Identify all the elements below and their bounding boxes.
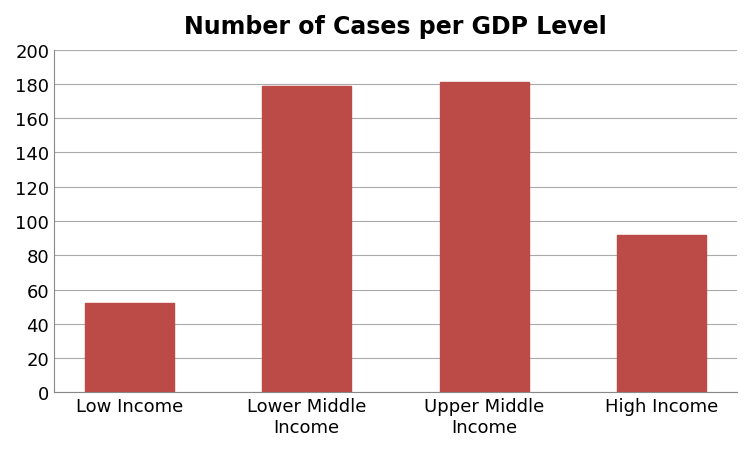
Bar <box>262 87 351 392</box>
Bar <box>85 304 174 392</box>
Bar <box>440 83 529 392</box>
Bar <box>617 235 706 392</box>
Title: Number of Cases per GDP Level: Number of Cases per GDP Level <box>184 15 607 39</box>
